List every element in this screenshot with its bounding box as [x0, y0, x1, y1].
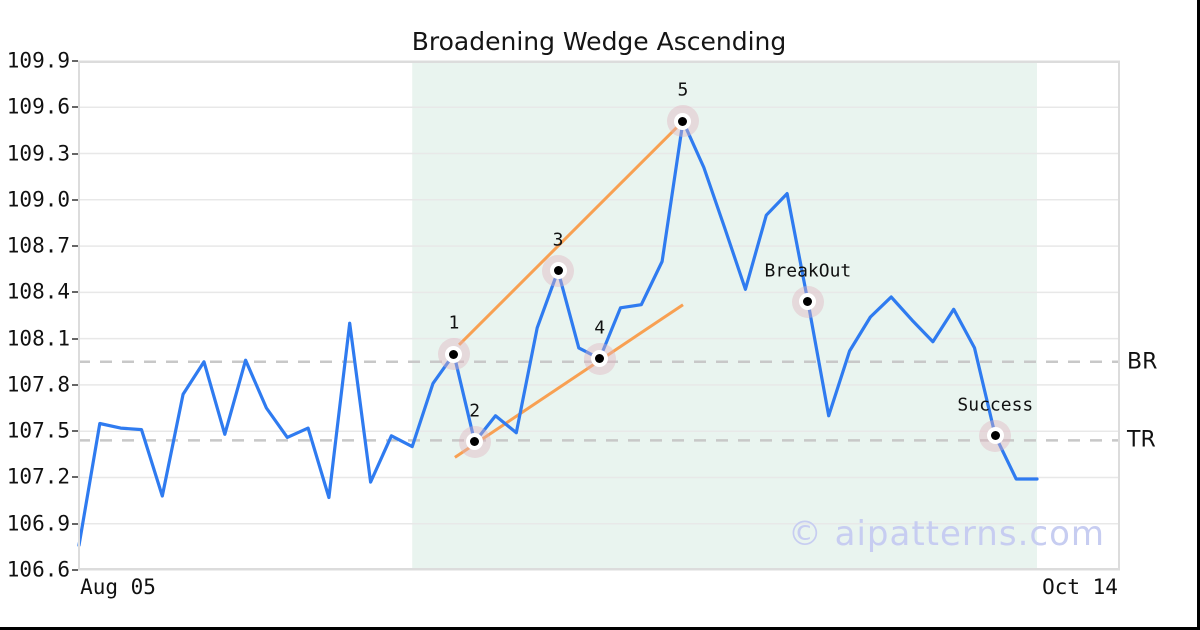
annotation-label-2: 2 [469, 400, 481, 422]
marker-ring [549, 262, 567, 280]
marker-dot [470, 437, 480, 447]
pattern-marker-5 [666, 105, 699, 138]
y-tick-label: 108.4 [6, 279, 70, 304]
y-tick-label: 108.1 [6, 326, 70, 351]
marker-ring [445, 345, 463, 363]
pattern-marker-4 [583, 342, 616, 375]
annotation-label-3: 3 [552, 229, 564, 251]
chart-canvas [77, 60, 1120, 571]
y-tick-mark [72, 383, 78, 386]
marker-ring [674, 112, 692, 130]
watermark: © aipatterns.com [787, 514, 1105, 554]
y-tick-label: 106.6 [6, 557, 70, 582]
y-tick-label: 107.8 [6, 372, 70, 397]
y-tick-mark [72, 476, 78, 479]
level-label-tr: TR [1127, 427, 1156, 453]
y-tick-label: 107.5 [6, 418, 70, 443]
y-tick-mark [72, 245, 78, 248]
y-tick-mark [72, 106, 78, 109]
marker-dot [678, 116, 688, 126]
marker-ring [986, 427, 1004, 445]
pattern-marker-breakout [791, 285, 824, 318]
annotation-label-1: 1 [448, 312, 460, 334]
chart-title: Broadening Wedge Ascending [411, 27, 787, 56]
y-tick-mark [72, 60, 78, 62]
trendline-upper [458, 120, 685, 346]
y-tick-mark [72, 569, 78, 571]
x-axis-label-start: Aug 05 [80, 575, 156, 599]
annotation-label-success: Success [957, 394, 1034, 416]
y-tick-mark [72, 337, 78, 340]
marker-dot [595, 354, 605, 364]
marker-ring [466, 433, 484, 451]
pattern-marker-1 [437, 338, 470, 371]
y-tick-mark [72, 522, 78, 525]
marker-dot [553, 266, 563, 276]
y-tick-label: 106.9 [6, 511, 70, 536]
annotation-label-5: 5 [677, 79, 689, 101]
x-axis-label-end: Oct 14 [1042, 575, 1118, 599]
marker-dot [449, 349, 459, 359]
y-tick-label: 107.2 [6, 464, 70, 489]
pattern-marker-3 [542, 254, 574, 287]
y-tick-mark [72, 152, 78, 155]
pattern-shade-region [412, 61, 1037, 570]
trendline-lower [454, 303, 684, 459]
annotation-label-4: 4 [594, 317, 606, 339]
y-tick-label: 109.0 [6, 187, 70, 212]
y-tick-mark [72, 430, 78, 433]
plot-area: 1 2 3 4 5 BreakOut Success [77, 60, 1120, 571]
y-tick-label: 108.7 [6, 233, 70, 258]
marker-ring [799, 293, 817, 311]
marker-dot [990, 431, 1000, 441]
level-label-br: BR [1127, 349, 1158, 375]
y-tick-label: 109.9 [6, 48, 70, 73]
y-tick-label: 109.6 [6, 94, 70, 119]
marker-dot [803, 297, 813, 307]
y-tick-mark [72, 198, 78, 201]
pattern-marker-2 [458, 425, 491, 458]
y-tick-label: 109.3 [6, 141, 70, 166]
y-tick-mark [72, 291, 78, 294]
pattern-marker-success [979, 419, 1012, 452]
plot-border [78, 61, 1120, 570]
marker-ring [591, 350, 609, 368]
annotation-label-breakout: BreakOut [764, 260, 852, 282]
